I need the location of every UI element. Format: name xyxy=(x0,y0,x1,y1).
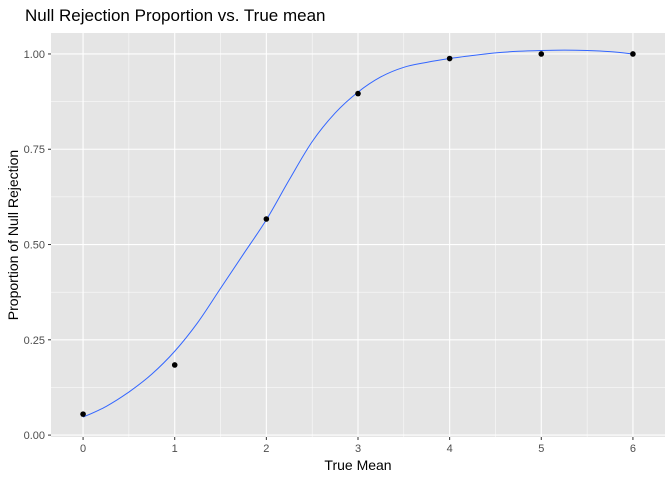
y-tick-label: 1.00 xyxy=(24,49,45,61)
x-tick-label: 6 xyxy=(630,443,636,455)
x-tick-label: 4 xyxy=(447,443,453,455)
x-axis-title: True Mean xyxy=(324,457,391,473)
x-axis-ticks: 0 1 2 3 4 5 6 xyxy=(80,437,636,455)
data-point xyxy=(538,51,545,57)
y-tick-label: 0.50 xyxy=(24,240,45,252)
major-gridlines xyxy=(51,33,665,437)
data-point xyxy=(630,51,636,57)
x-tick-label: 5 xyxy=(538,443,544,455)
x-tick-label: 3 xyxy=(355,443,361,455)
chart-title: Null Rejection Proportion vs. True mean xyxy=(25,6,325,25)
x-tick-label: 2 xyxy=(263,443,269,455)
data-point xyxy=(355,90,361,97)
data-points xyxy=(80,51,636,417)
y-tick-label: 0.25 xyxy=(24,335,45,347)
data-point xyxy=(171,362,178,368)
data-point xyxy=(446,55,453,62)
x-tick-label: 1 xyxy=(172,443,178,455)
y-tick-label: 0.75 xyxy=(24,144,45,156)
data-point xyxy=(263,216,270,222)
y-axis-title: Proportion of Null Rejection xyxy=(5,150,21,320)
x-tick-label: 0 xyxy=(80,443,86,455)
y-axis-ticks: 0.00 0.25 0.50 0.75 1.00 xyxy=(24,49,51,442)
y-tick-label: 0.00 xyxy=(24,430,45,442)
data-point xyxy=(80,411,86,417)
